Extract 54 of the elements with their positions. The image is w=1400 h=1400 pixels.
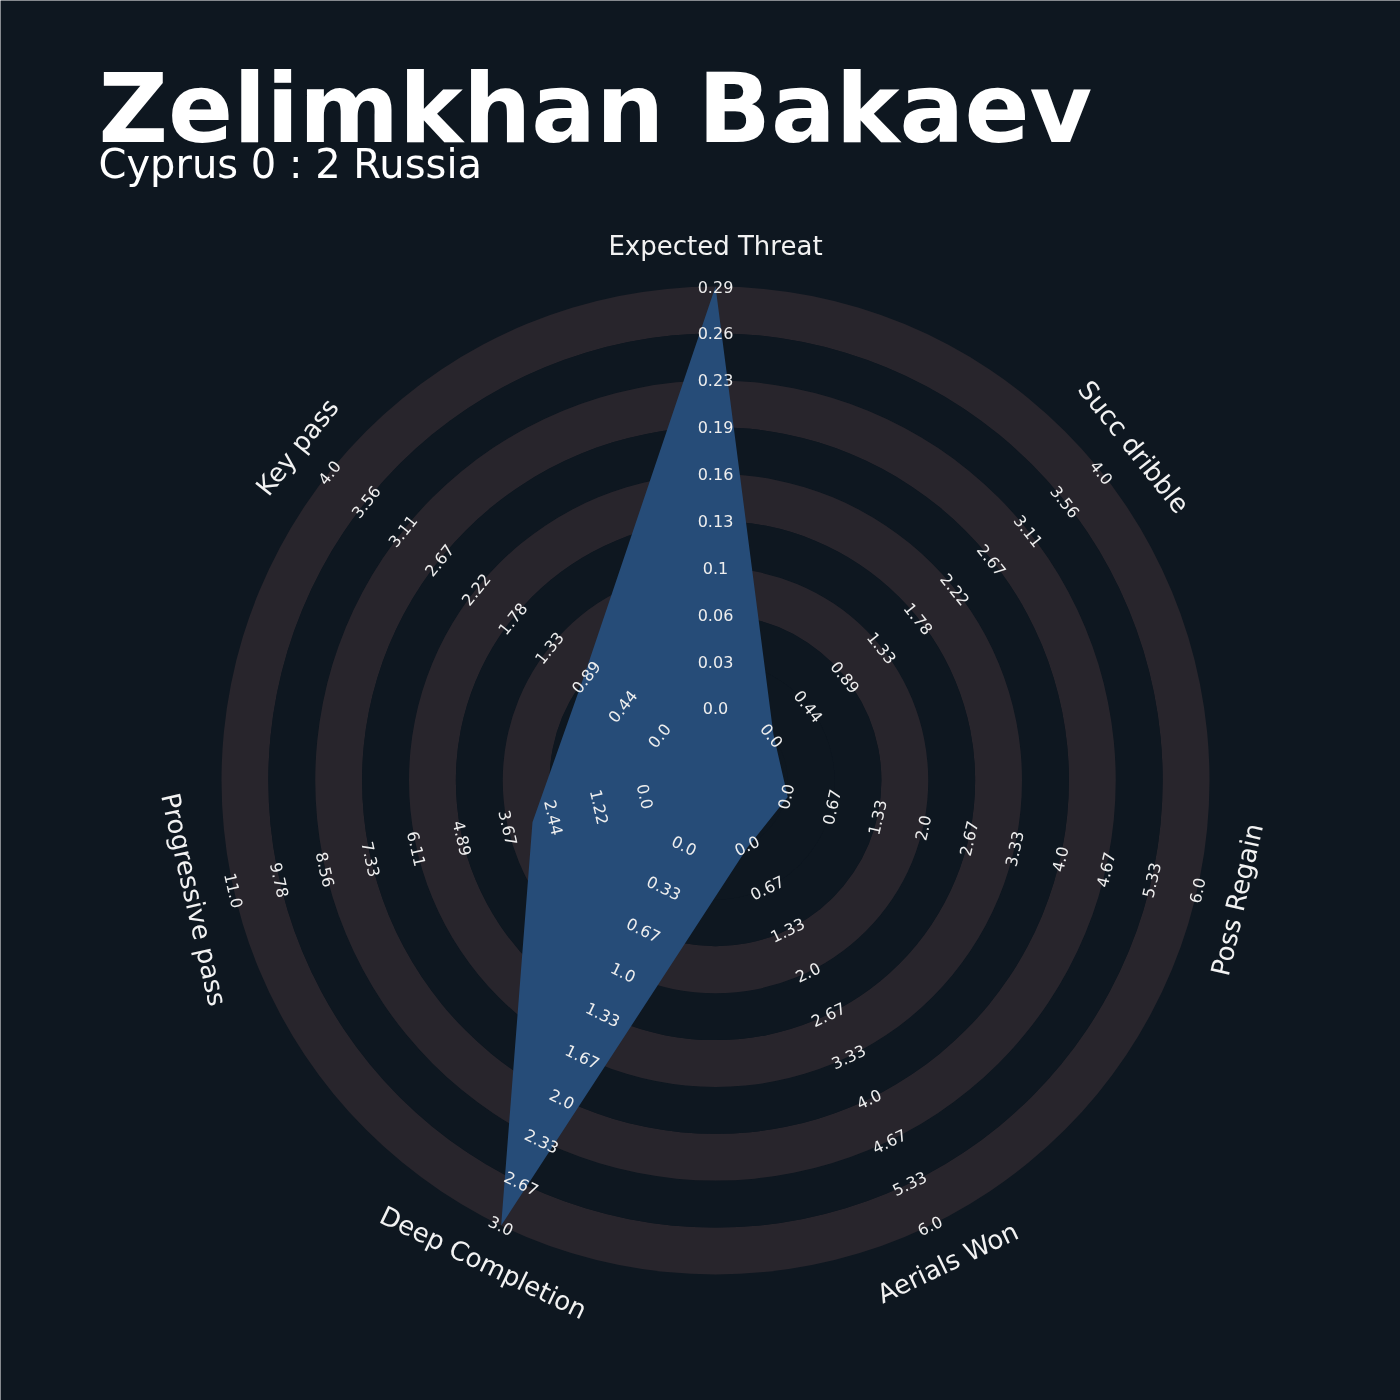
text: 2.33: [521, 1125, 562, 1158]
text: 0.26: [697, 324, 734, 344]
text: 2.0: [792, 958, 824, 987]
text: 0.67: [747, 871, 788, 905]
text: 0.19: [697, 418, 734, 438]
text: 0.29: [697, 277, 734, 297]
text: 4.67: [869, 1125, 910, 1158]
text: 0.67: [818, 787, 846, 827]
text: 0.33: [643, 871, 684, 905]
text: 4.89: [448, 818, 476, 858]
text: 4.67: [1092, 850, 1120, 890]
text: 2.67: [808, 998, 849, 1032]
text: 4.0: [853, 1085, 885, 1114]
text: 0.13: [697, 511, 734, 531]
text: 1.33: [864, 798, 891, 837]
text: 7.33: [357, 839, 384, 879]
text: 0.0: [644, 719, 675, 752]
text: 0.0: [632, 782, 657, 812]
text: 4.0: [1048, 844, 1073, 874]
text: 0.0: [702, 699, 729, 719]
text: 6.11: [402, 829, 430, 869]
text: 8.56: [311, 850, 339, 890]
text: 4.0: [1085, 456, 1117, 489]
text: 4.0: [314, 456, 346, 489]
text: 0.0: [756, 719, 787, 752]
text: 0.0: [731, 831, 763, 861]
text: 3.33: [1001, 829, 1029, 869]
text: 0.23: [697, 371, 734, 391]
text: 5.33: [889, 1167, 930, 1201]
text: 0.0: [668, 831, 700, 861]
text: 0.0: [774, 782, 799, 812]
text: 0.67: [623, 914, 664, 947]
text: 0.03: [697, 652, 734, 672]
text: 1.33: [582, 998, 623, 1032]
text: 3.67: [494, 808, 521, 848]
text: 1.22: [585, 787, 613, 827]
text: 1.33: [767, 914, 808, 947]
text: 0.06: [697, 605, 734, 625]
text: 0.1: [702, 558, 729, 578]
text: 6.0: [914, 1211, 946, 1241]
text: 2.44: [540, 798, 567, 837]
text: 2.67: [501, 1167, 542, 1201]
text: 2.0: [911, 813, 936, 843]
text: 1.0: [607, 958, 639, 987]
text: 9.78: [265, 860, 293, 900]
text: 2.0: [546, 1085, 578, 1114]
text: 1.67: [562, 1040, 603, 1074]
text: 11.0: [220, 871, 247, 911]
text: 5.33: [1138, 860, 1166, 900]
text: 3.33: [828, 1040, 869, 1074]
spoke-label: Expected Threat: [608, 230, 823, 261]
text: 3.0: [485, 1211, 517, 1241]
text: 0.16: [697, 465, 734, 484]
text: 2.67: [955, 818, 983, 858]
